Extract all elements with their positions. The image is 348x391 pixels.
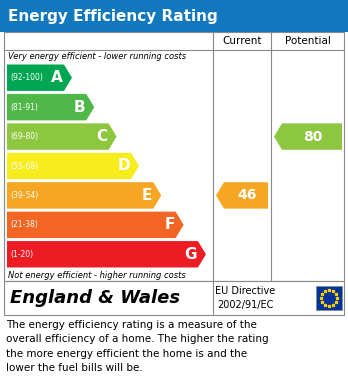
Polygon shape (7, 153, 139, 179)
Text: Energy Efficiency Rating: Energy Efficiency Rating (8, 9, 218, 23)
Text: (69-80): (69-80) (10, 132, 38, 141)
Text: 46: 46 (237, 188, 257, 203)
Polygon shape (216, 182, 268, 209)
Polygon shape (274, 123, 342, 150)
Text: G: G (184, 247, 197, 262)
Text: (21-38): (21-38) (10, 221, 38, 230)
Text: (39-54): (39-54) (10, 191, 38, 200)
Text: EU Directive
2002/91/EC: EU Directive 2002/91/EC (215, 286, 275, 310)
Text: D: D (117, 158, 130, 174)
Text: 80: 80 (303, 129, 323, 143)
FancyBboxPatch shape (4, 32, 344, 281)
Polygon shape (7, 212, 184, 238)
Text: (92-100): (92-100) (10, 73, 43, 82)
Text: (81-91): (81-91) (10, 103, 38, 112)
Text: Potential: Potential (285, 36, 331, 46)
Text: England & Wales: England & Wales (10, 289, 180, 307)
Text: The energy efficiency rating is a measure of the
overall efficiency of a home. T: The energy efficiency rating is a measur… (6, 320, 269, 373)
Text: (55-68): (55-68) (10, 161, 38, 170)
Text: Current: Current (222, 36, 262, 46)
Text: F: F (164, 217, 175, 232)
Polygon shape (7, 123, 117, 150)
Text: Very energy efficient - lower running costs: Very energy efficient - lower running co… (8, 52, 186, 61)
Polygon shape (7, 182, 161, 209)
Text: E: E (142, 188, 152, 203)
Text: (1-20): (1-20) (10, 250, 33, 259)
Text: Not energy efficient - higher running costs: Not energy efficient - higher running co… (8, 271, 186, 280)
Polygon shape (7, 65, 72, 91)
FancyBboxPatch shape (4, 281, 344, 315)
Text: C: C (96, 129, 108, 144)
FancyBboxPatch shape (316, 286, 342, 310)
Text: A: A (51, 70, 63, 85)
Polygon shape (7, 94, 94, 120)
Text: B: B (74, 100, 85, 115)
Polygon shape (7, 241, 206, 267)
FancyBboxPatch shape (0, 0, 348, 32)
